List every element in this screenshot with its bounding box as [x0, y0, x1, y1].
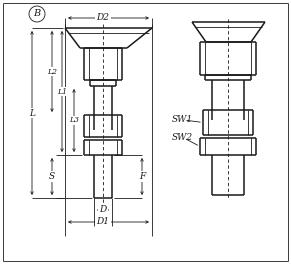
Text: D: D — [99, 205, 107, 214]
Text: L1: L1 — [57, 87, 67, 96]
Text: S: S — [49, 172, 55, 181]
Text: SW1: SW1 — [172, 116, 193, 125]
Text: B: B — [33, 10, 40, 18]
Text: SW2: SW2 — [172, 134, 193, 143]
Text: F: F — [139, 172, 145, 181]
Text: L2: L2 — [47, 68, 57, 76]
Text: D2: D2 — [97, 13, 109, 22]
Text: D1: D1 — [97, 218, 109, 227]
Text: L3: L3 — [69, 116, 79, 125]
Text: L: L — [29, 109, 35, 117]
